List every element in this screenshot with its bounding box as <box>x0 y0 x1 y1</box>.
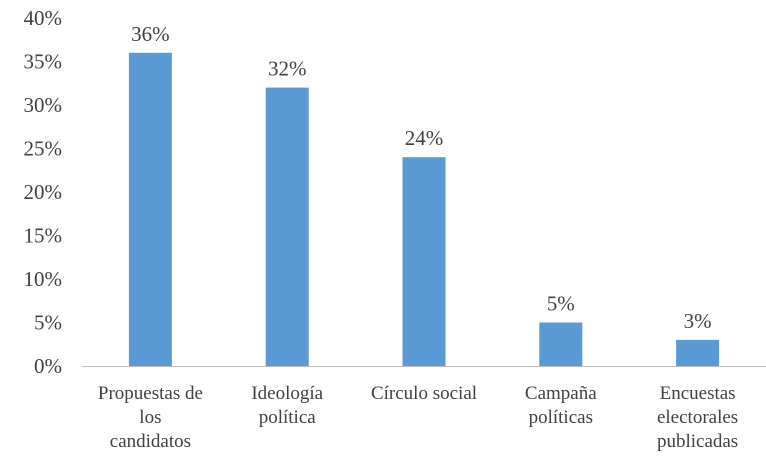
category-label: Campaña políticas <box>525 383 597 428</box>
data-label: 32% <box>268 57 307 81</box>
category-labels: Propuestas de los candidatos Ideología polít… <box>98 383 738 452</box>
y-tick-label: 10% <box>24 267 63 291</box>
bar <box>128 52 172 367</box>
category-label: Ideología política <box>251 383 323 428</box>
y-tick-label: 40% <box>24 6 63 30</box>
bar <box>265 87 309 366</box>
y-tick-label: 25% <box>24 137 63 161</box>
category-label: Encuestas electorales publicadas <box>657 383 738 452</box>
y-axis-ticks: 0% 5% 10% 15% 20% 25% 30% 35% 40% <box>24 6 63 378</box>
data-labels: 36% 32% 24% 5% 3% <box>131 22 711 333</box>
bar <box>676 339 720 366</box>
y-tick-label: 5% <box>34 311 62 335</box>
bar <box>402 157 446 366</box>
data-label: 24% <box>405 126 444 150</box>
category-label: Círculo social <box>371 383 477 404</box>
y-tick-label: 30% <box>24 93 63 117</box>
bar <box>539 322 583 366</box>
category-label: Propuestas de los candidatos <box>98 383 203 452</box>
data-label: 36% <box>131 22 170 46</box>
y-tick-label: 15% <box>24 224 63 248</box>
data-label: 3% <box>684 309 712 333</box>
y-tick-label: 35% <box>24 50 63 74</box>
data-label: 5% <box>547 292 575 316</box>
y-tick-label: 0% <box>34 354 62 378</box>
y-tick-label: 20% <box>24 180 63 204</box>
bars <box>128 52 720 367</box>
